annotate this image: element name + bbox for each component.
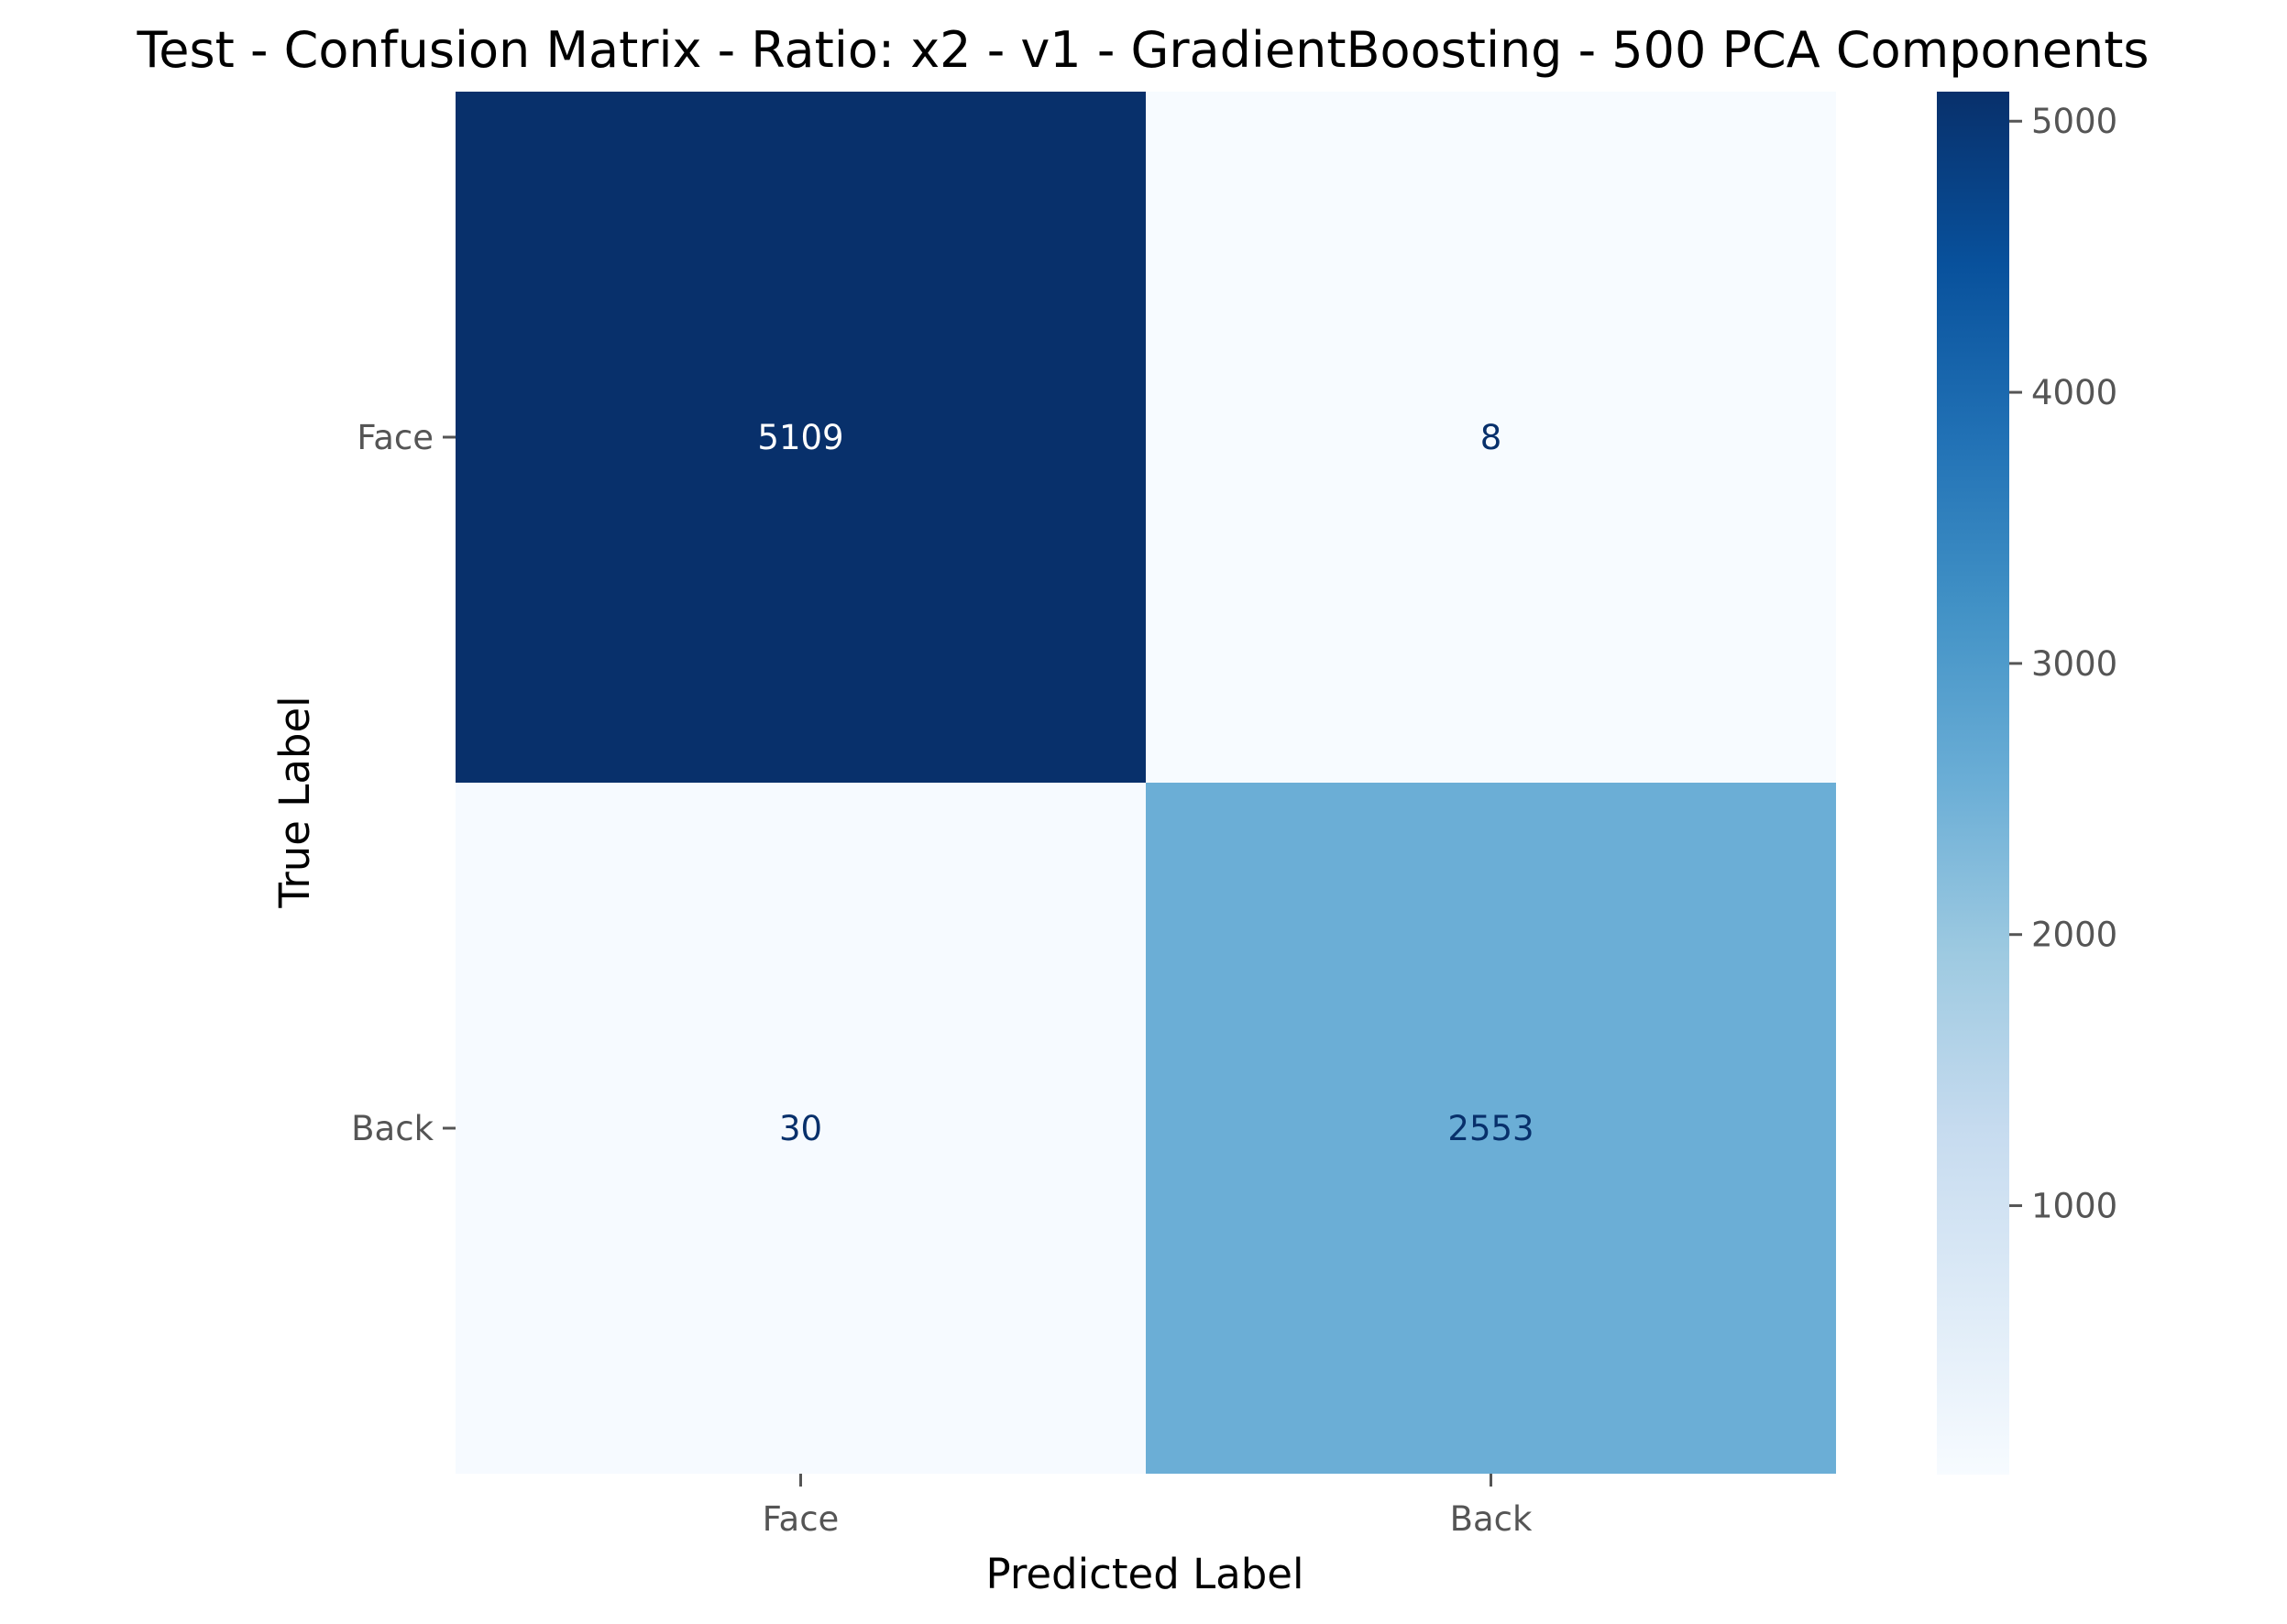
heatmap-cells (456, 92, 1836, 1474)
colorbar-tick-label: 2000 (2031, 916, 2117, 955)
colorbar-ticks: 1000 2000 3000 4000 5000 (2009, 102, 2117, 1226)
heatmap-cell (456, 783, 1146, 1474)
heatmap-cell (1146, 92, 1836, 783)
colorbar-tick-label: 3000 (2031, 644, 2117, 684)
x-axis-label: Predicted Label (986, 1550, 1304, 1598)
cell-value-label: 5109 (757, 418, 843, 457)
x-tick-label: Back (1450, 1499, 1533, 1539)
y-tick-label: Face (357, 418, 434, 457)
y-tick-label: Back (351, 1109, 434, 1148)
x-axis-ticks: Face Back (763, 1474, 1533, 1539)
y-axis-ticks: Face Back (351, 418, 456, 1148)
heatmap-cell-labels: 5109 8 30 2553 (757, 418, 1534, 1148)
heatmap-cell (456, 92, 1146, 783)
y-axis-label: True Label (270, 696, 319, 908)
colorbar (1937, 92, 2009, 1475)
cell-value-label: 30 (779, 1109, 822, 1148)
colorbar-tick-label: 5000 (2031, 102, 2117, 141)
cell-value-label: 2553 (1447, 1109, 1534, 1148)
colorbar-tick-label: 4000 (2031, 373, 2117, 412)
heatmap-cell (1146, 783, 1836, 1474)
chart-title: Test - Confusion Matrix - Ratio: x2 - v1… (136, 21, 2149, 79)
cell-value-label: 8 (1480, 418, 1502, 457)
colorbar-tick-label: 1000 (2031, 1187, 2117, 1226)
x-tick-label: Face (763, 1499, 840, 1539)
